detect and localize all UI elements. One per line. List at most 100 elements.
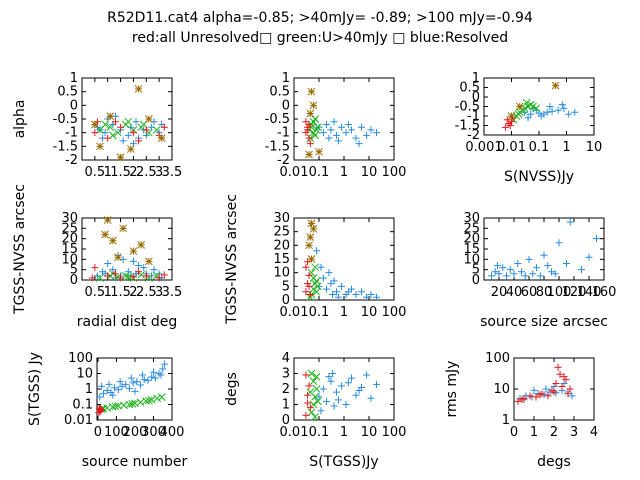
data-point-olive: [157, 134, 166, 142]
data-point-olive: [306, 233, 315, 241]
data-point-green: [157, 393, 166, 401]
data-point-red: [302, 411, 310, 419]
y-tick-label: 10: [76, 367, 93, 382]
x-tick-label: 0.01: [280, 165, 309, 180]
data-point-blue: [548, 268, 555, 276]
y-tick-label: -2: [277, 153, 290, 168]
data-point-olive: [134, 85, 143, 93]
y-tick-label: -1: [65, 126, 78, 141]
data-point-green: [314, 123, 322, 132]
y-tick-label: 3: [282, 367, 290, 382]
data-point-blue: [363, 131, 371, 139]
data-point-blue: [525, 255, 533, 263]
data-point-blue: [118, 382, 126, 390]
y-tick-label: 1: [282, 398, 290, 413]
data-point-blue: [119, 255, 127, 263]
y-axis-label: S(TGSS) Jy: [27, 352, 43, 426]
x-tick-label: 400: [160, 425, 185, 440]
data-point-blue: [323, 285, 331, 293]
plot-frame: [81, 77, 173, 161]
title-line-2: red:all Unresolved□ green:U>40mJy □ blue…: [132, 30, 508, 46]
data-point-blue: [536, 272, 544, 280]
y-tick-label: 20: [463, 232, 480, 247]
data-point-blue: [338, 282, 346, 290]
data-point-red: [566, 385, 574, 393]
y-tick-label: 1: [502, 413, 510, 428]
x-axis-label: radial dist deg: [77, 314, 177, 330]
x-tick-label: 100: [382, 305, 407, 320]
data-point-blue: [529, 270, 537, 278]
y-tick-label: 0.5: [459, 81, 480, 96]
data-point-red: [160, 123, 168, 131]
data-point-olive: [127, 145, 135, 153]
x-tick-label: 3: [570, 425, 578, 440]
x-tick-label: 100: [382, 165, 407, 180]
data-point-blue: [125, 384, 133, 392]
data-point-blue: [348, 126, 356, 134]
y-tick-label: 0.5: [57, 85, 78, 100]
y-tick-label: 0: [282, 293, 290, 308]
x-tick-label: 0.001: [465, 140, 502, 155]
x-tick-label: 100: [104, 425, 129, 440]
x-tick-label: 0.1: [309, 165, 330, 180]
data-point-green: [147, 395, 156, 404]
data-point-red: [304, 399, 312, 407]
data-point-blue: [578, 266, 585, 274]
data-point-blue: [521, 272, 529, 280]
data-point-blue: [494, 262, 501, 270]
data-point-red: [155, 274, 163, 282]
data-point-blue: [96, 393, 104, 401]
data-point-blue: [140, 376, 148, 384]
data-point-blue: [323, 397, 331, 405]
data-point-blue: [124, 131, 132, 139]
data-point-red: [304, 391, 312, 399]
data-point-olive: [307, 87, 316, 96]
data-point-red: [111, 118, 119, 126]
x-tick-label: 0.1: [309, 305, 330, 320]
data-point-red: [160, 271, 168, 279]
data-point-red: [97, 406, 105, 414]
x-tick-label: 40: [506, 285, 523, 300]
data-point-red: [506, 122, 514, 129]
data-point-blue: [127, 374, 135, 382]
data-point-blue: [155, 370, 163, 377]
data-point-red: [306, 291, 314, 299]
data-point-blue: [373, 293, 381, 301]
data-point-blue: [546, 103, 554, 110]
y-tick-label: 1: [282, 71, 290, 86]
x-tick-label: 1.5: [110, 285, 131, 300]
data-point-red: [129, 273, 137, 281]
x-tick-label: 100: [547, 285, 572, 300]
plot-frame: [293, 77, 395, 161]
x-tick-label: 0.1: [529, 140, 550, 155]
y-tick-label: 25: [463, 221, 480, 236]
x-tick-label: 60: [521, 285, 538, 300]
data-point-olive: [101, 230, 109, 239]
data-point-blue: [530, 386, 538, 394]
data-point-olive: [315, 147, 323, 156]
data-point-blue: [332, 131, 340, 139]
data-point-green: [522, 98, 531, 107]
x-tick-label: 200: [123, 425, 148, 440]
data-point-olive: [309, 101, 318, 110]
y-tick-label: 0: [282, 413, 290, 428]
data-point-red: [117, 274, 125, 282]
data-point-red: [96, 408, 104, 416]
data-point-red: [305, 282, 313, 290]
data-point-red: [305, 382, 313, 390]
y-tick-label: 100: [485, 351, 510, 366]
data-point-red: [536, 391, 544, 399]
data-point-blue: [551, 270, 559, 278]
x-tick-label: 3.5: [162, 165, 183, 180]
x-tick-label: 2: [129, 285, 137, 300]
data-point-green: [144, 396, 153, 405]
data-point-blue: [159, 365, 167, 373]
data-point-red: [564, 390, 572, 398]
